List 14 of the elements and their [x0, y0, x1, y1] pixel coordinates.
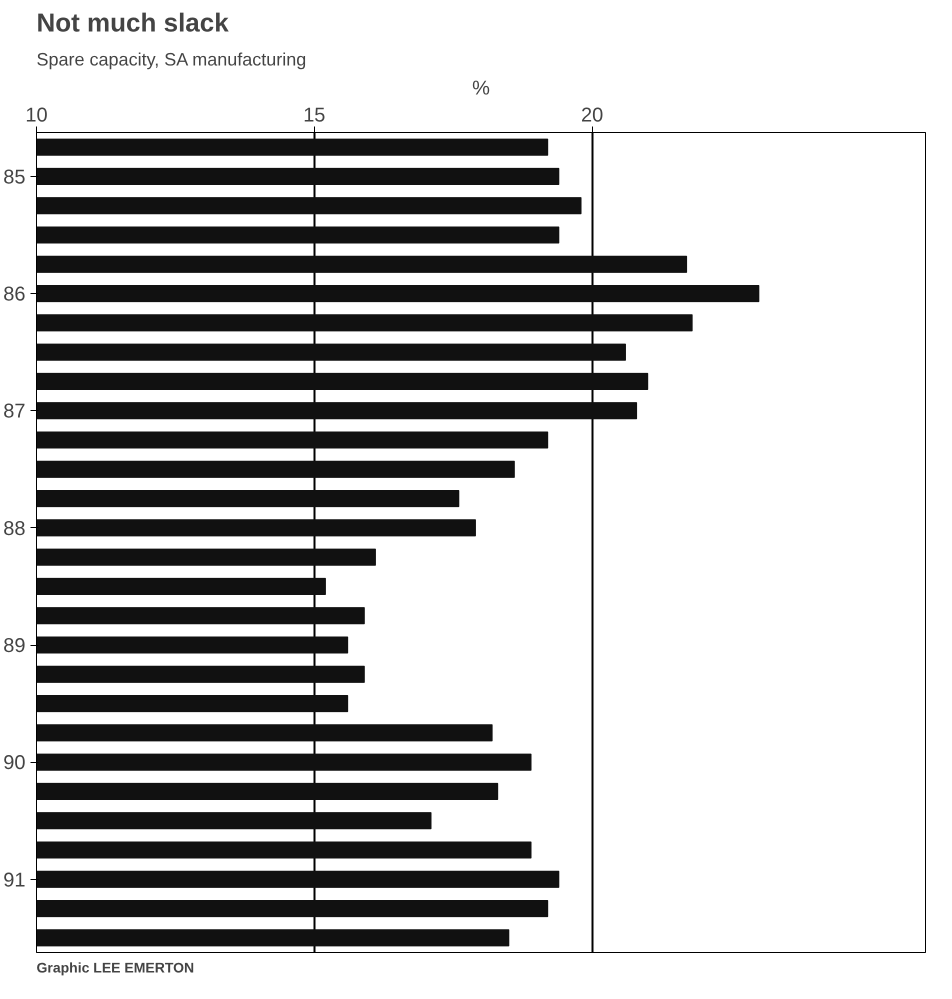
y-tick-label: 88 — [3, 518, 26, 540]
y-tick-label: 91 — [3, 869, 26, 892]
y-tick-label: 89 — [3, 635, 26, 657]
chart-subtitle: Spare capacity, SA manufacturing — [36, 50, 306, 70]
y-tick-label: 87 — [3, 400, 26, 423]
x-tick-label: 20 — [581, 104, 604, 126]
text: Graphic LEE EMERTON — [36, 960, 194, 976]
y-tick-label: 90 — [3, 752, 26, 774]
y-tick-label: 85 — [3, 166, 26, 188]
chart-title: Not much slack — [36, 8, 230, 38]
x-axis-title: % — [472, 78, 490, 100]
x-tick-label: 15 — [303, 104, 326, 126]
y-tick-label: 86 — [3, 284, 26, 306]
x-tick-label: 10 — [25, 104, 48, 126]
